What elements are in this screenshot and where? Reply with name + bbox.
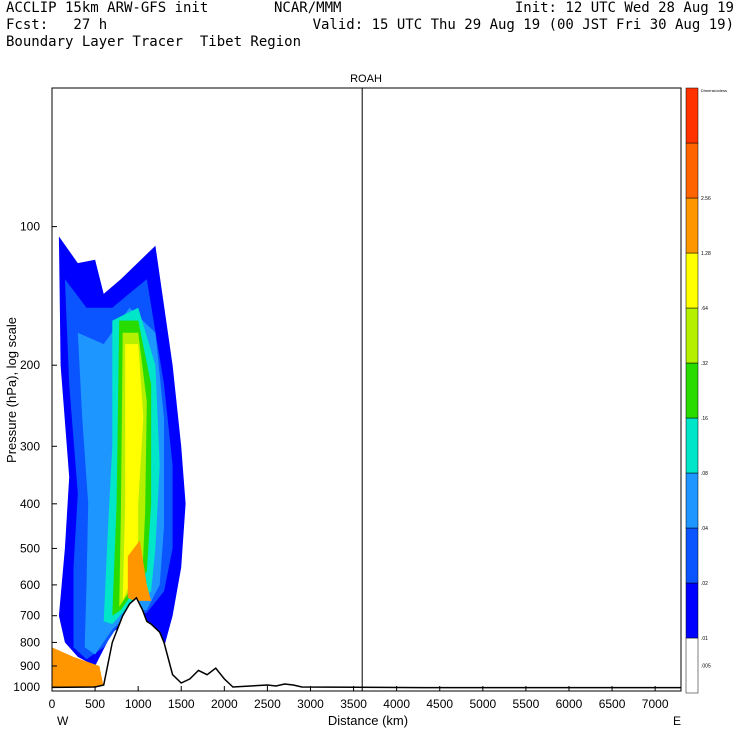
chart-title: ROAH (350, 73, 382, 85)
colorbar-level-label: 2.56 (701, 196, 711, 202)
colorbar-level-label: .01 (701, 636, 708, 642)
colorbar-swatch (685, 527, 699, 584)
x-tick-label: 6000 (556, 697, 583, 711)
x-tick-label: 4000 (383, 697, 410, 711)
x-tick-label: 3500 (340, 697, 367, 711)
x-tick-label: 500 (85, 697, 105, 711)
colorbar-level-label: .64 (701, 306, 708, 312)
colorbar-swatch (685, 362, 699, 419)
x-tick-label: 0 (49, 697, 56, 711)
colorbar-level-label: .005 (701, 664, 711, 670)
y-tick-label: 300 (20, 439, 40, 453)
tracer-contour-1.28 (52, 647, 104, 687)
y-tick-label: 1000 (13, 680, 40, 694)
y-tick-label: 100 (20, 220, 40, 234)
x-axis-east-label: E (673, 714, 681, 728)
header-init-time: Init: 12 UTC Wed 28 Aug 19 (514, 0, 734, 16)
header-forecast-hour: Fcst: 27 h (6, 17, 108, 33)
colorbar-swatch (685, 637, 699, 694)
x-tick-label: 5500 (513, 697, 540, 711)
tracer-contour-1.28b (127, 540, 152, 601)
x-axis-west-label: W (57, 714, 69, 728)
y-tick-label: 400 (20, 497, 40, 511)
plot-frame (51, 87, 682, 692)
x-tick-label: 1500 (168, 697, 195, 711)
tracer-plume-layer (52, 236, 186, 687)
y-tick-label: 900 (20, 659, 40, 673)
header-organization: NCAR/MMM (274, 0, 342, 16)
colorbar-swatch (685, 582, 699, 639)
colorbar-level-label: .16 (701, 416, 708, 422)
colorbar: .005 .01 .02 .04 .08 .16 .32 .64 1.28 2.56 Dimensi… (685, 87, 727, 694)
terrain-layer (51, 596, 681, 691)
y-tick-label: 700 (20, 609, 40, 623)
x-axis-title: Distance (km) (328, 713, 408, 728)
y-tick-label: 200 (20, 358, 40, 372)
x-tick-label: 7000 (642, 697, 669, 711)
colorbar-swatch (685, 472, 699, 529)
tracer-contour-.64 (122, 344, 144, 601)
x-tick-label: 1000 (125, 697, 152, 711)
x-axis: 0 500 1000 1500 2000 2500 3000 3500 4000 4500 5000… (49, 686, 669, 711)
colorbar-level-label: .32 (701, 361, 708, 367)
y-tick-label: 800 (20, 635, 40, 649)
colorbar-swatch (685, 87, 699, 144)
y-tick-label: 500 (20, 541, 40, 555)
y-tick-label: 600 (20, 578, 40, 592)
colorbar-swatch (685, 142, 699, 199)
colorbar-swatch (685, 252, 699, 309)
colorbar-swatch (685, 307, 699, 364)
header-field-description: Boundary Layer Tracer Tibet Region (6, 34, 302, 50)
colorbar-level-label: 1.28 (701, 251, 711, 257)
colorbar-level-label: .02 (701, 581, 708, 587)
x-tick-label: 2500 (254, 697, 281, 711)
x-tick-label: 2000 (211, 697, 238, 711)
x-tick-label: 3000 (297, 697, 324, 711)
colorbar-level-label: .04 (701, 526, 708, 532)
colorbar-units-label: Dimensionless (701, 88, 727, 93)
x-tick-label: 4500 (426, 697, 453, 711)
colorbar-level-label: .08 (701, 471, 708, 477)
terrain-outline (51, 596, 681, 689)
header-valid-time: Valid: 15 UTC Thu 29 Aug 19 (00 JST Fri … (312, 17, 734, 33)
colorbar-swatch (685, 417, 699, 474)
y-axis: 100 200 300 400 500 600 700 800 900 1000 (13, 220, 57, 694)
y-axis-title: Pressure (hPa), log scale (4, 317, 19, 463)
x-tick-label: 5000 (469, 697, 496, 711)
terrain-mask (52, 597, 681, 691)
x-tick-label: 6500 (599, 697, 626, 711)
colorbar-swatch (685, 197, 699, 254)
header-model-title: ACCLIP 15km ARW-GFS init (6, 0, 209, 16)
